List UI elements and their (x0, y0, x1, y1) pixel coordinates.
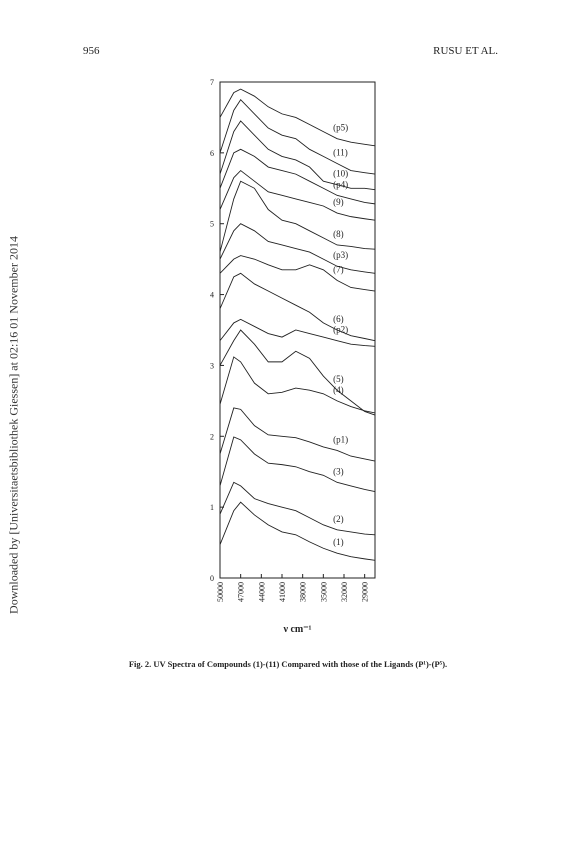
x-tick-label: 41000 (278, 582, 287, 602)
y-tick-label: 4 (210, 291, 214, 300)
curve-label: (1) (333, 537, 344, 547)
spectrum-line (219, 356, 376, 414)
x-axis-label: ν cm⁻¹ (282, 624, 311, 635)
x-tick-label: 32000 (340, 582, 349, 602)
spectrum-line (219, 329, 376, 416)
spectrum-line (219, 318, 376, 347)
curve-label: (10) (333, 169, 348, 179)
curve-label: (6) (333, 314, 344, 324)
x-tick-label: 38000 (299, 582, 308, 602)
curve-label: (4) (333, 385, 344, 395)
x-tick-label: 44000 (257, 582, 266, 602)
curve-label: (5) (333, 374, 344, 384)
x-tick-label: 50000 (216, 582, 225, 602)
spectrum-line (219, 120, 376, 191)
curve-label: (p5) (333, 123, 348, 133)
spectrum-line (219, 88, 376, 147)
spectrum-line (219, 169, 376, 221)
spectrum-line (219, 148, 376, 205)
spectrum-line (219, 436, 376, 492)
curve-label: (p3) (333, 250, 348, 260)
curve-label: (2) (333, 514, 344, 524)
x-tick-label: 29000 (361, 582, 370, 602)
spectrum-line (219, 272, 376, 342)
figure-caption: Fig. 2. UV Spectra of Compounds (1)-(11)… (128, 659, 448, 669)
curve-label: (11) (333, 147, 348, 157)
y-tick-label: 5 (210, 220, 214, 229)
curve-label: (7) (333, 264, 344, 274)
spectrum-line (219, 501, 376, 561)
x-tick-label: 35000 (319, 582, 328, 602)
y-tick-label: 7 (210, 78, 214, 87)
y-tick-label: 1 (210, 503, 214, 512)
curve-label: (p2) (333, 325, 348, 335)
page-number: 956 (83, 45, 100, 57)
running-head: RUSU ET AL. (433, 45, 498, 57)
curve-label: (p4) (333, 179, 348, 189)
spectrum-line (219, 180, 376, 253)
curve-label: (3) (333, 466, 344, 476)
curve-label: (8) (333, 229, 344, 239)
spectrum-line (219, 481, 376, 536)
spectrum-line (219, 223, 376, 274)
y-tick-label: 3 (210, 361, 214, 370)
spectrum-line (219, 255, 376, 292)
curve-label: (9) (333, 197, 344, 207)
y-tick-label: 0 (210, 574, 214, 583)
y-tick-label: 6 (210, 149, 214, 158)
spectrum-line (219, 407, 376, 462)
curve-label: (p1) (333, 434, 348, 444)
x-tick-label: 47000 (237, 582, 246, 602)
plot-frame (219, 81, 376, 579)
spectrum-line (219, 98, 376, 175)
y-tick-label: 2 (210, 432, 214, 441)
